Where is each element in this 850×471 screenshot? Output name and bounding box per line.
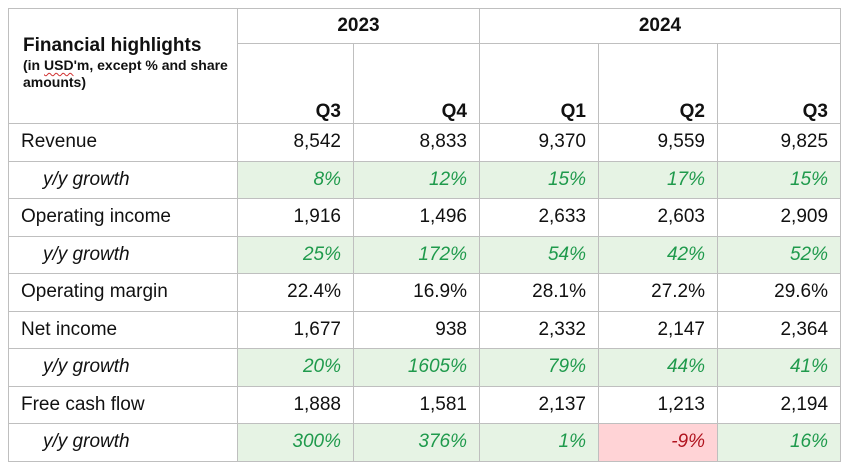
growth-cell: 16% — [716, 423, 842, 462]
year-header-row: Financial highlights (in USD'm, except %… — [8, 8, 842, 124]
row-label: Net income — [8, 310, 238, 349]
growth-row: y/y growth 25% 172% 54% 42% 52% — [8, 235, 842, 274]
value-cell: 1,581 — [353, 385, 480, 424]
growth-cell: 54% — [479, 235, 599, 274]
value-cell: 2,332 — [479, 310, 599, 349]
financial-highlights-table: Financial highlights (in USD'm, except %… — [8, 8, 842, 462]
growth-row: y/y growth 300% 376% 1% -9% 16% — [8, 423, 842, 462]
metric-row: Operating income 1,916 1,496 2,633 2,603 2,90… — [8, 198, 842, 237]
value-cell: 8,833 — [353, 123, 480, 162]
table-subtitle: (in USD'm, except % and share amounts) — [23, 57, 229, 91]
value-cell: 9,370 — [479, 123, 599, 162]
value-cell: 28.1% — [479, 273, 599, 312]
subtitle-suffix: 'm, except % and share amounts) — [23, 57, 228, 90]
year-header-2023: 2023 — [237, 8, 480, 44]
metric-row: Free cash flow 1,888 1,581 2,137 1,213 2,194 — [8, 385, 842, 424]
growth-cell: 20% — [237, 348, 354, 387]
row-label: y/y growth — [8, 235, 238, 274]
value-cell: 2,364 — [716, 310, 842, 349]
row-label: y/y growth — [8, 423, 238, 462]
quarter-header: Q4 — [353, 43, 480, 124]
growth-cell: 41% — [716, 348, 842, 387]
subtitle-prefix: (in — [23, 57, 44, 73]
row-label: Operating income — [8, 198, 238, 237]
growth-cell: 52% — [716, 235, 842, 274]
metric-row: Net income 1,677 938 2,332 2,147 2,364 — [8, 310, 842, 349]
growth-cell: 300% — [237, 423, 354, 462]
value-cell: 2,909 — [716, 198, 842, 237]
row-label: Operating margin — [8, 273, 238, 312]
metric-row: Revenue 8,542 8,833 9,370 9,559 9,825 — [8, 123, 842, 162]
value-cell: 9,559 — [598, 123, 718, 162]
growth-cell: 44% — [598, 348, 718, 387]
growth-cell: 15% — [479, 160, 599, 199]
quarter-header: Q3 — [237, 43, 354, 124]
table-title: Financial highlights — [23, 35, 202, 56]
row-label: y/y growth — [8, 160, 238, 199]
growth-cell: -9% — [598, 423, 718, 462]
value-cell: 1,888 — [237, 385, 354, 424]
growth-row: y/y growth 20% 1605% 79% 44% 41% — [8, 348, 842, 387]
growth-cell: 79% — [479, 348, 599, 387]
quarter-header-row: Q3 Q4 Q1 Q2 Q3 — [9, 43, 842, 124]
growth-cell: 8% — [237, 160, 354, 199]
table-title-cell: Financial highlights (in USD'm, except %… — [8, 8, 238, 124]
growth-cell: 15% — [716, 160, 842, 199]
row-label: Revenue — [8, 123, 238, 162]
subtitle-currency: USD — [44, 57, 74, 73]
value-cell: 22.4% — [237, 273, 354, 312]
growth-cell: 12% — [353, 160, 480, 199]
year-header-2024: 2024 — [478, 8, 842, 44]
quarter-header: Q1 — [479, 43, 599, 124]
row-label: y/y growth — [8, 348, 238, 387]
value-cell: 938 — [353, 310, 480, 349]
value-cell: 9,825 — [716, 123, 842, 162]
row-label: Free cash flow — [8, 385, 238, 424]
growth-cell: 376% — [353, 423, 480, 462]
value-cell: 2,147 — [598, 310, 718, 349]
value-cell: 29.6% — [716, 273, 842, 312]
quarter-header: Q3 — [716, 43, 842, 124]
growth-cell: 1605% — [353, 348, 480, 387]
value-cell: 27.2% — [598, 273, 718, 312]
quarter-header: Q2 — [598, 43, 718, 124]
growth-cell: 25% — [237, 235, 354, 274]
value-cell: 8,542 — [237, 123, 354, 162]
value-cell: 2,137 — [479, 385, 599, 424]
table-body: Revenue 8,542 8,833 9,370 9,559 9,825 y/y grow… — [8, 123, 842, 462]
growth-row: y/y growth 8% 12% 15% 17% 15% — [8, 160, 842, 199]
growth-cell: 42% — [598, 235, 718, 274]
value-cell: 1,213 — [598, 385, 718, 424]
value-cell: 1,677 — [237, 310, 354, 349]
growth-cell: 1% — [479, 423, 599, 462]
value-cell: 1,916 — [237, 198, 354, 237]
value-cell: 2,633 — [479, 198, 599, 237]
value-cell: 2,603 — [598, 198, 718, 237]
value-cell: 16.9% — [353, 273, 480, 312]
growth-cell: 172% — [353, 235, 480, 274]
metric-row: Operating margin 22.4% 16.9% 28.1% 27.2% 29.6… — [8, 273, 842, 312]
growth-cell: 17% — [598, 160, 718, 199]
value-cell: 2,194 — [716, 385, 842, 424]
value-cell: 1,496 — [353, 198, 480, 237]
